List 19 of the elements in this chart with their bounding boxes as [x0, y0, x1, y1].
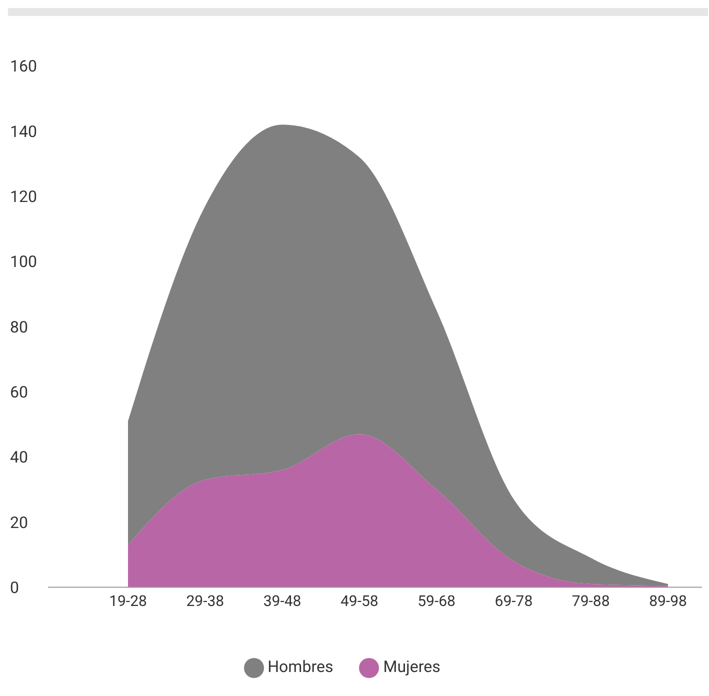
y-tick-label: 100 — [10, 252, 37, 272]
x-tick-label: 89-98 — [649, 592, 687, 610]
y-tick-label: 40 — [10, 448, 28, 467]
y-tick-label: 80 — [10, 317, 28, 336]
x-tick-label: 59-68 — [418, 592, 456, 610]
y-tick-label: 60 — [10, 382, 28, 402]
x-tick-label: 49-58 — [340, 592, 378, 610]
y-tick-label: 20 — [10, 512, 28, 532]
x-tick-label: 29-38 — [186, 592, 224, 610]
y-tick-label: 120 — [10, 186, 37, 206]
y-tick-label: 0 — [10, 578, 19, 597]
legend-label: Mujeres — [383, 657, 440, 676]
x-tick-label: 39-48 — [263, 592, 302, 610]
y-tick-label: 160 — [10, 56, 37, 76]
x-tick-label: 79-88 — [572, 592, 610, 610]
x-tick-label: 69-78 — [494, 592, 533, 610]
x-tick-label: 19-28 — [109, 592, 147, 610]
legend-label: Hombres — [268, 657, 334, 676]
y-tick-label: 140 — [10, 122, 37, 141]
